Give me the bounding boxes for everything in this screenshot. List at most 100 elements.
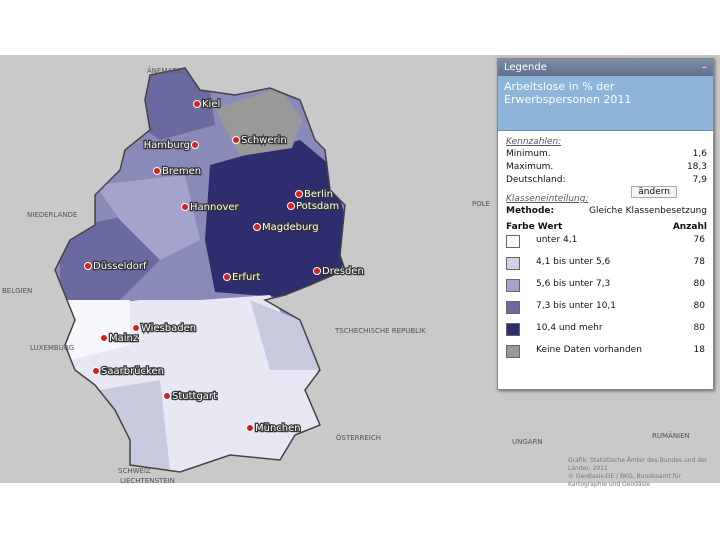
city-marker	[223, 273, 231, 281]
city-marker	[193, 100, 201, 108]
stat-label: Maximum.	[506, 162, 554, 172]
region-fill	[95, 175, 200, 260]
city-marker	[246, 424, 254, 432]
city-marker	[313, 267, 321, 275]
city-marker	[100, 334, 108, 342]
stat-row: Minimum. 1,6	[506, 149, 707, 162]
legend-header: Legende –	[498, 59, 713, 76]
country-label: SCHWEIZ	[118, 467, 151, 475]
kennzahlen: Minimum. 1,6 Maximum. 18,3 Deutschland: 7,9	[498, 149, 713, 188]
color-swatch	[506, 257, 520, 270]
country-label: RUMÄNIEN	[652, 431, 690, 440]
country-label: NIEDERLANDE	[27, 211, 77, 219]
class-label: 7,3 bis unter 10,1	[536, 301, 617, 311]
stat-value: 1,6	[692, 149, 707, 159]
country-label: POLE	[472, 200, 490, 208]
method-label: Methode:	[506, 206, 555, 216]
stat-row: Deutschland: 7,9	[506, 175, 707, 188]
legend-header-text: Legende	[504, 62, 547, 73]
class-row: 7,3 bis unter 10,1 80	[506, 301, 705, 323]
country-label: LIECHTENSTEIN	[120, 477, 175, 485]
country-label: ÄNEMARK	[147, 66, 182, 75]
class-row: unter 4,1 76	[506, 235, 705, 257]
city-label: München	[255, 423, 301, 434]
city-marker	[191, 141, 199, 149]
city-marker	[287, 202, 295, 210]
city-label: Wiesbaden	[141, 323, 196, 334]
stat-row: Maximum. 18,3	[506, 162, 707, 175]
city-label: Erfurt	[232, 272, 260, 283]
class-count: 80	[693, 323, 705, 333]
color-swatch	[506, 235, 520, 248]
country-label: TSCHECHISCHE REPUBLIK	[334, 327, 426, 335]
city-label: Hamburg	[144, 140, 190, 151]
city-marker	[253, 223, 261, 231]
city-marker	[84, 262, 92, 270]
country-label: BELGIEN	[2, 287, 32, 295]
change-button[interactable]: ändern	[631, 186, 677, 198]
color-swatch	[506, 279, 520, 292]
country-label: UNGARN	[512, 438, 543, 446]
method-row: Methode: Gleiche Klassenbesetzung	[506, 206, 707, 219]
city-marker	[295, 190, 303, 198]
city-marker	[132, 324, 140, 332]
class-count: 78	[693, 257, 705, 267]
class-label: unter 4,1	[536, 235, 578, 245]
section-heading: Kennzahlen:	[506, 137, 562, 147]
stat-value: 7,9	[692, 175, 707, 185]
region-fill	[205, 140, 345, 300]
credit: © GeoBasis-DE / BKG, Bundesamt für Karto…	[568, 473, 682, 488]
stat-label: Deutschland:	[506, 175, 566, 185]
city-marker	[92, 367, 100, 375]
city-label: Saarbrücken	[101, 366, 164, 377]
region-fill	[60, 300, 130, 360]
section-heading: Klasseneinteilung:	[506, 194, 589, 204]
color-swatch	[506, 301, 520, 314]
credits: Grafik: Statistische Ämter des Bundes un…	[568, 457, 718, 489]
city-label: Stuttgart	[172, 391, 217, 402]
city-marker	[163, 392, 171, 400]
city-label: Dresden	[322, 266, 364, 277]
class-label: 4,1 bis unter 5,6	[536, 257, 611, 267]
country-label: ÖSTERREICH	[336, 433, 381, 442]
city-label: Schwerin	[241, 135, 287, 146]
color-swatch	[506, 323, 520, 336]
legend-panel: Legende – Arbeitslose in % der Erwerbsper…	[497, 58, 714, 390]
region-fill	[60, 215, 160, 300]
class-row: 10,4 und mehr 80	[506, 323, 705, 345]
column-header: Farbe Wert	[506, 222, 563, 232]
stat-label: Minimum.	[506, 149, 551, 159]
classes: unter 4,1 76 4,1 bis unter 5,6 78 5,6 bis un…	[498, 235, 713, 367]
city-label: Potsdam	[296, 201, 339, 212]
city-marker	[232, 136, 240, 144]
method-value: Gleiche Klassenbesetzung	[589, 206, 707, 216]
legend-title: Arbeitslose in % der Erwerbspersonen 201…	[498, 76, 713, 131]
column-header: Anzahl	[672, 222, 707, 232]
class-label: 10,4 und mehr	[536, 323, 603, 333]
region-fill	[250, 300, 320, 370]
city-label: Magdeburg	[262, 222, 319, 233]
city-label: Bremen	[162, 166, 201, 177]
city-label: Berlin	[304, 189, 333, 200]
city-label: Hannover	[190, 202, 240, 213]
credit: Grafik: Statistische Ämter des Bundes un…	[568, 457, 708, 472]
city-label: Mainz	[109, 333, 138, 344]
class-count: 80	[693, 279, 705, 289]
color-swatch	[506, 345, 520, 358]
class-header: Farbe Wert Anzahl	[506, 222, 707, 235]
close-button[interactable]: –	[702, 62, 707, 73]
stat-value: 18,3	[686, 162, 707, 172]
country-label: LUXEMBURG	[30, 344, 74, 352]
city-marker	[153, 167, 161, 175]
class-count: 18	[693, 345, 705, 355]
class-row: 5,6 bis unter 7,3 80	[506, 279, 705, 301]
class-label: Keine Daten vorhanden	[536, 345, 642, 355]
class-row: 4,1 bis unter 5,6 78	[506, 257, 705, 279]
class-count: 76	[693, 235, 705, 245]
city-marker	[181, 203, 189, 211]
city-label: Kiel	[202, 99, 220, 110]
city-label: Düsseldorf	[93, 261, 147, 272]
class-count: 80	[693, 301, 705, 311]
